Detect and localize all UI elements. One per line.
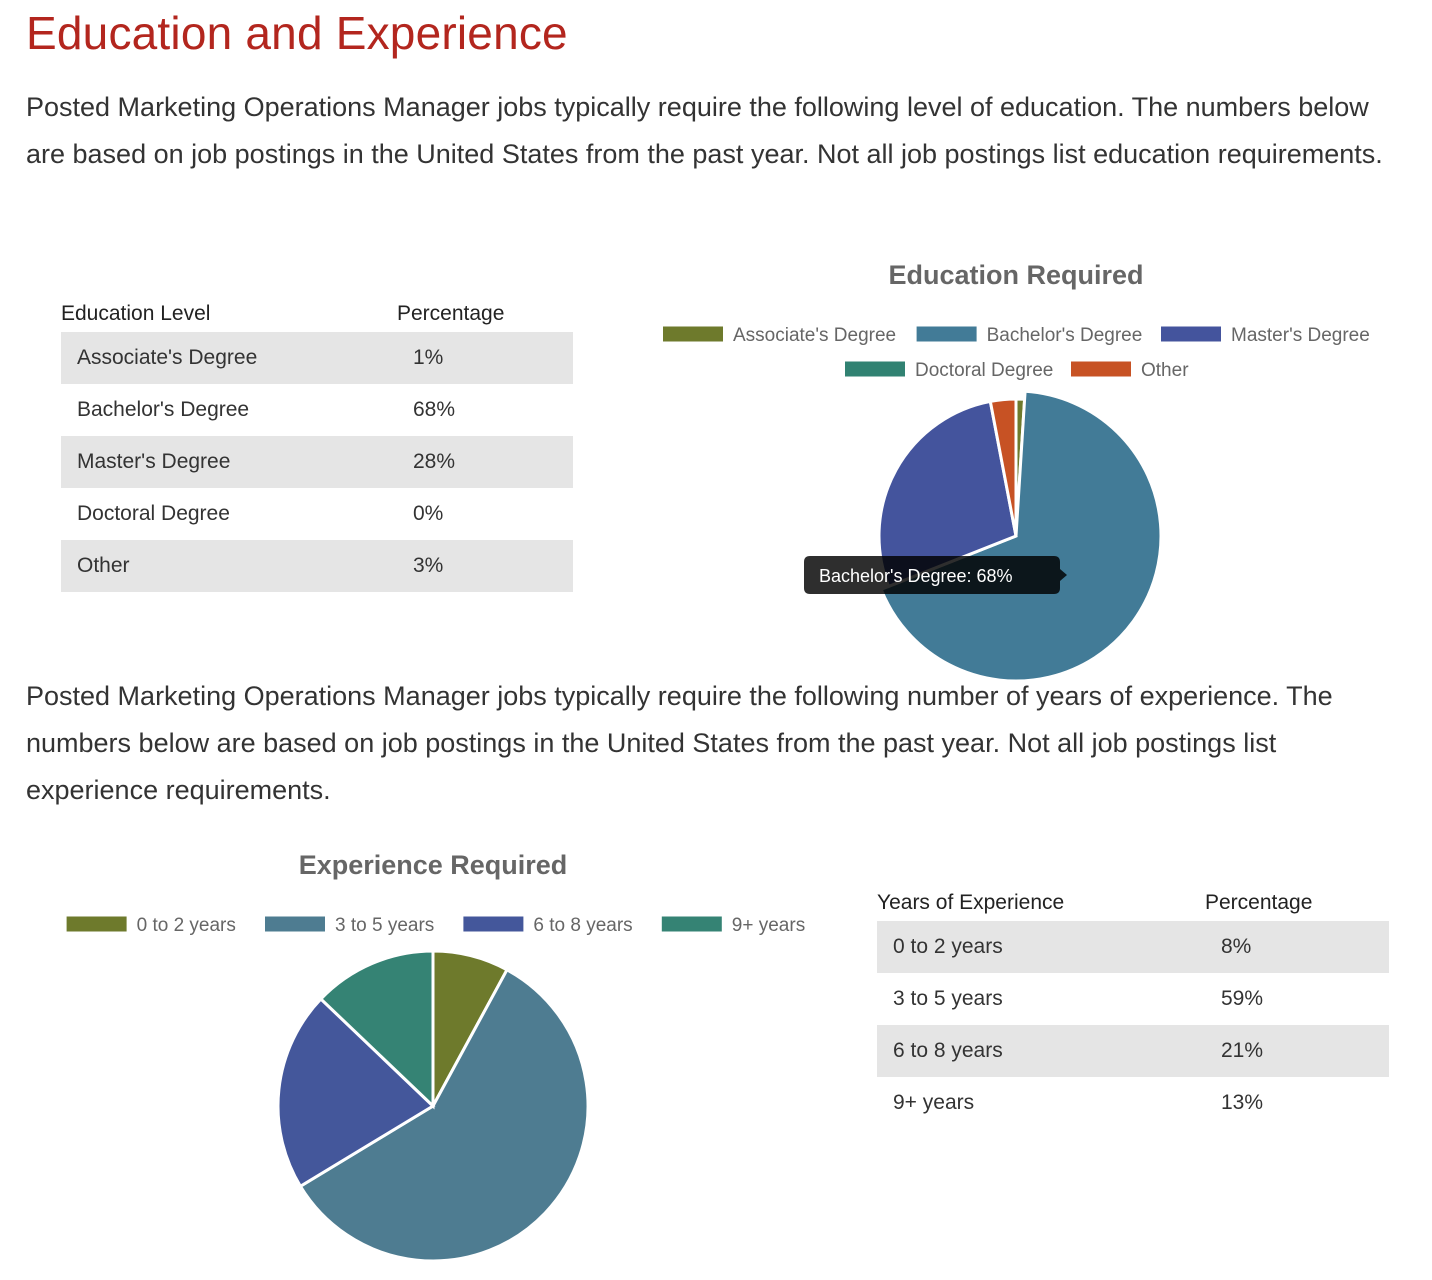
legend-label-6-to-8-years[interactable]: 6 to 8 years: [533, 915, 632, 936]
legend-label-3-to-5-years[interactable]: 3 to 5 years: [335, 915, 434, 936]
percentage-cell: 28%: [397, 436, 573, 488]
percentage-cell: 13%: [1221, 1091, 1264, 1114]
page-title: Education and Experience: [26, 7, 568, 59]
percentage-cell: 21%: [1205, 1025, 1389, 1077]
table-row: 6 to 8 years 21%: [877, 1025, 1389, 1077]
legend-swatch-3-to-5-years[interactable]: [265, 916, 325, 932]
legend-label-other[interactable]: Other: [1141, 360, 1189, 381]
legend-swatch-doctoral-degree[interactable]: [845, 361, 905, 377]
legend-label-9-years[interactable]: 9+ years: [732, 915, 805, 936]
education-level-cell: Other: [61, 540, 397, 592]
table-row: Master's Degree 28%: [61, 436, 573, 488]
percentage-header: Percentage: [1205, 891, 1313, 914]
legend-swatch-6-to-8-years[interactable]: [463, 916, 524, 932]
education-level-header: Education Level: [61, 302, 211, 325]
chart-title: Experience Required: [299, 850, 568, 880]
years-cell: 6 to 8 years: [877, 1025, 1205, 1077]
percentage-cell: 68%: [413, 398, 456, 421]
years-cell: 9+ years: [893, 1091, 975, 1114]
table-row: Associate's Degree 1%: [61, 332, 573, 384]
chart-title: Education Required: [888, 260, 1143, 290]
legend-label-master-s-degree[interactable]: Master's Degree: [1231, 325, 1370, 346]
table-row: 9+ years 13%: [877, 1077, 1389, 1129]
experience-pie-chart[interactable]: Experience Required 0 to 2 years 3 to 5 y…: [60, 840, 820, 1270]
chart-tooltip: Bachelor's Degree: 68%: [804, 556, 1067, 594]
pie-slice-9-years[interactable]: [318, 949, 435, 1110]
education-level-cell: Master's Degree: [61, 436, 397, 488]
years-cell: 3 to 5 years: [893, 987, 1003, 1010]
chart-legend: 0 to 2 years 3 to 5 years 6 to 8 years 9+ y…: [66, 915, 805, 936]
pie-slices: [276, 949, 590, 1263]
education-table-header: Education Level Percentage: [61, 288, 573, 332]
legend-swatch-bachelor-s-degree[interactable]: [916, 326, 977, 342]
legend-label-doctoral-degree[interactable]: Doctoral Degree: [915, 360, 1053, 381]
experience-table-header: Years of Experience Percentage: [877, 877, 1389, 921]
pie-slice-other[interactable]: [988, 397, 1018, 537]
education-level-cell: Bachelor's Degree: [77, 398, 250, 421]
years-cell: 0 to 2 years: [877, 921, 1205, 973]
percentage-cell: 1%: [397, 332, 573, 384]
legend-label-associate-s-degree[interactable]: Associate's Degree: [733, 325, 896, 346]
table-row: Doctoral Degree 0%: [61, 488, 573, 540]
legend-swatch-associate-s-degree[interactable]: [663, 326, 723, 342]
table-row: Bachelor's Degree 68%: [61, 384, 573, 436]
legend-swatch-9-years[interactable]: [661, 916, 722, 932]
legend-swatch-other[interactable]: [1071, 361, 1131, 377]
years-header: Years of Experience: [877, 891, 1065, 914]
table-row: 3 to 5 years 59%: [877, 973, 1389, 1025]
legend-swatch-master-s-degree[interactable]: [1161, 326, 1221, 342]
percentage-cell: 8%: [1205, 921, 1389, 973]
percentage-cell: 0%: [413, 502, 444, 525]
table-row: Other 3%: [61, 540, 573, 592]
pie-slice-3-to-5-years[interactable]: [298, 967, 590, 1263]
education-level-cell: Associate's Degree: [61, 332, 397, 384]
chart-legend: Associate's Degree Bachelor's Degree Maste…: [663, 325, 1370, 381]
experience-intro: Posted Marketing Operations Manager jobs…: [26, 681, 1333, 805]
education-intro: Posted Marketing Operations Manager jobs…: [26, 92, 1383, 169]
legend-swatch-0-to-2-years[interactable]: [66, 916, 127, 932]
pie-slices: [877, 389, 1163, 680]
experience-table: Years of Experience Percentage 0 to 2 ye…: [877, 877, 1389, 1129]
percentage-cell: 3%: [397, 540, 573, 592]
education-pie-chart[interactable]: Education Required Associate's Degree Bac…: [640, 250, 1400, 680]
tooltip-label: Bachelor's Degree: 68%: [819, 566, 1013, 586]
education-level-cell: Doctoral Degree: [77, 502, 230, 525]
education-table: Education Level Percentage Associate's D…: [61, 288, 573, 592]
pie-slice-bachelor-s-degree[interactable]: [879, 389, 1163, 680]
legend-label-0-to-2-years[interactable]: 0 to 2 years: [137, 915, 236, 936]
table-row: 0 to 2 years 8%: [877, 921, 1389, 973]
percentage-cell: 59%: [1221, 987, 1264, 1010]
legend-label-bachelor-s-degree[interactable]: Bachelor's Degree: [987, 325, 1143, 346]
pie-slice-6-to-8-years[interactable]: [276, 996, 436, 1189]
percentage-header: Percentage: [397, 302, 505, 325]
